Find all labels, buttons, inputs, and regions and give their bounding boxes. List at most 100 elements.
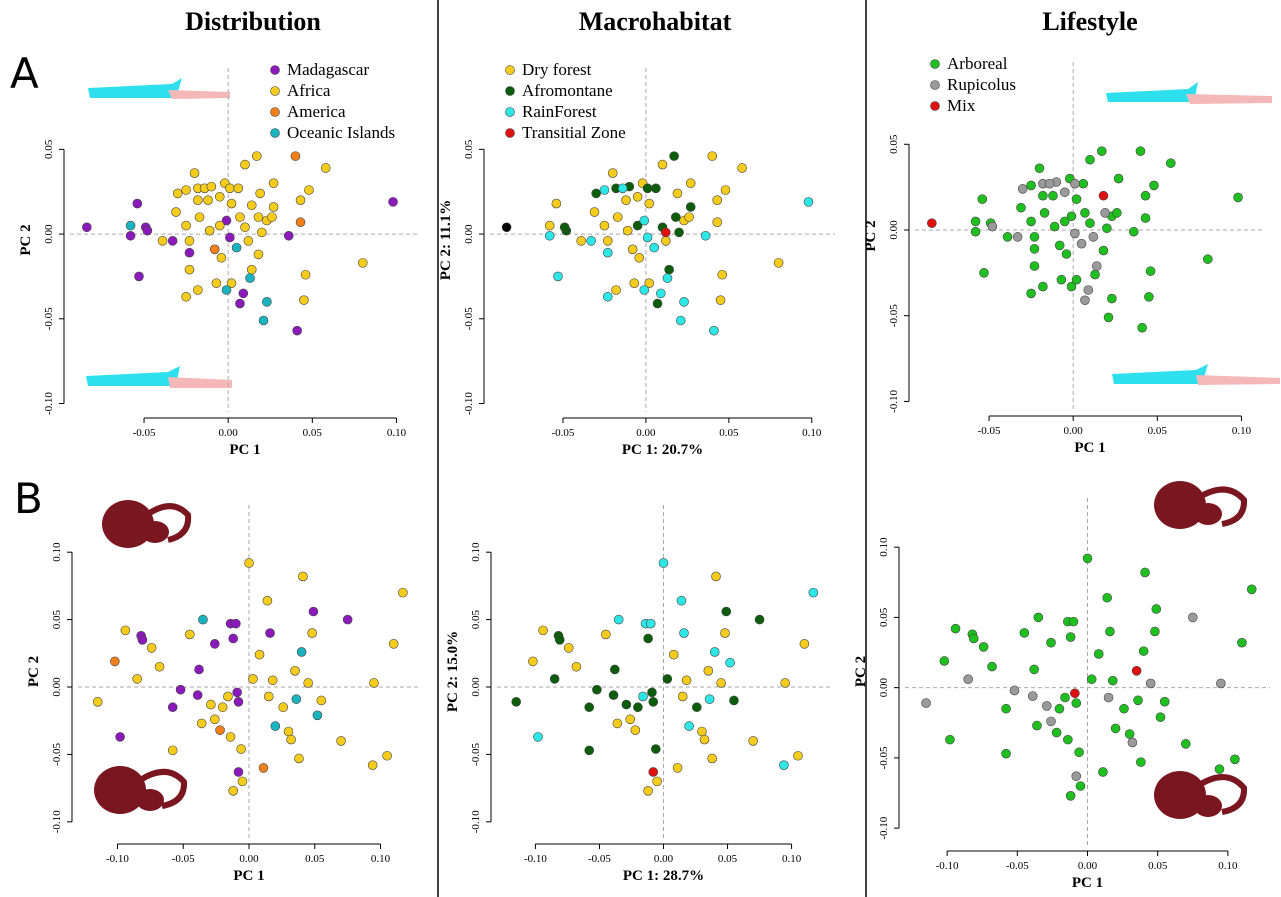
ear-illustration	[102, 500, 192, 548]
y-axis-label: PC 2: 11.1%	[438, 200, 454, 280]
point	[945, 734, 955, 745]
point	[652, 298, 663, 309]
point	[92, 697, 103, 707]
jaw-illustration	[88, 78, 230, 99]
point	[1070, 228, 1080, 239]
point	[221, 285, 232, 295]
point	[308, 606, 319, 617]
point	[709, 647, 720, 657]
point	[175, 684, 186, 695]
x-axis-label: PC 1: 28.7%	[623, 868, 704, 884]
x-tick-label: 0.10	[1232, 425, 1252, 437]
point	[599, 185, 610, 195]
point	[225, 183, 235, 194]
point	[987, 661, 997, 672]
point	[1085, 154, 1095, 165]
point	[551, 198, 562, 209]
point	[167, 236, 178, 246]
point	[1082, 553, 1093, 564]
point	[1085, 218, 1095, 228]
point	[1071, 274, 1082, 285]
point	[196, 718, 207, 729]
point	[210, 639, 220, 649]
point	[963, 674, 973, 685]
point	[717, 269, 728, 280]
point	[1070, 178, 1080, 189]
point	[681, 675, 692, 686]
point	[709, 325, 719, 336]
point	[528, 656, 538, 667]
point	[211, 278, 222, 289]
point	[703, 666, 714, 676]
point	[658, 558, 669, 568]
point	[1086, 674, 1097, 685]
point	[1107, 675, 1118, 686]
point	[1039, 208, 1050, 218]
point	[307, 628, 317, 638]
point	[699, 734, 710, 745]
legend-label: Arboreal	[947, 54, 1008, 73]
y-tick-label: -0.10	[463, 392, 475, 415]
point	[647, 687, 657, 698]
point	[258, 763, 269, 773]
point	[1061, 249, 1072, 259]
point	[608, 690, 619, 700]
point	[968, 633, 979, 644]
point	[1071, 698, 1082, 708]
point	[262, 595, 273, 606]
point	[237, 776, 248, 787]
point	[679, 628, 689, 638]
point	[1107, 293, 1117, 304]
point	[799, 639, 810, 649]
point	[1214, 764, 1225, 774]
y-tick-label: 0.10	[51, 542, 63, 562]
point	[292, 325, 302, 336]
point	[1102, 592, 1112, 603]
point	[1112, 208, 1122, 218]
point	[716, 678, 726, 688]
point	[677, 691, 688, 702]
point	[1009, 685, 1020, 696]
x-tick-label: 0.10	[1218, 860, 1238, 872]
jaw-illustration	[86, 366, 232, 388]
point	[1063, 734, 1073, 745]
column-title: Distribution	[185, 7, 321, 36]
point	[721, 606, 732, 617]
point	[754, 614, 765, 625]
point	[629, 278, 640, 289]
legend-label: Rupicolus	[947, 75, 1016, 94]
point	[357, 258, 368, 268]
y-tick-label: -0.05	[470, 742, 482, 765]
point	[214, 220, 225, 231]
x-tick-label: 0.05	[303, 427, 323, 439]
point	[245, 273, 255, 283]
point	[1012, 232, 1023, 242]
point	[715, 295, 726, 305]
x-tick-label: 0.05	[1148, 860, 1168, 872]
x-tick-label: 0.05	[1148, 425, 1168, 437]
point	[398, 587, 408, 598]
point	[192, 690, 203, 700]
point	[592, 684, 602, 695]
point	[369, 678, 379, 688]
point	[711, 571, 721, 582]
point	[612, 718, 623, 729]
point	[621, 195, 631, 205]
point	[232, 687, 242, 698]
y-tick-label: 0.00	[43, 224, 55, 244]
point	[1145, 266, 1156, 276]
point	[720, 628, 730, 638]
point	[651, 183, 661, 194]
legend-swatch	[270, 128, 280, 138]
point	[388, 197, 398, 207]
point	[233, 697, 244, 707]
point	[1049, 221, 1060, 232]
point	[167, 702, 178, 713]
point	[601, 629, 611, 640]
point	[236, 744, 246, 754]
point	[1131, 665, 1142, 676]
point	[1032, 720, 1042, 731]
point	[1216, 678, 1226, 689]
point	[217, 702, 228, 713]
